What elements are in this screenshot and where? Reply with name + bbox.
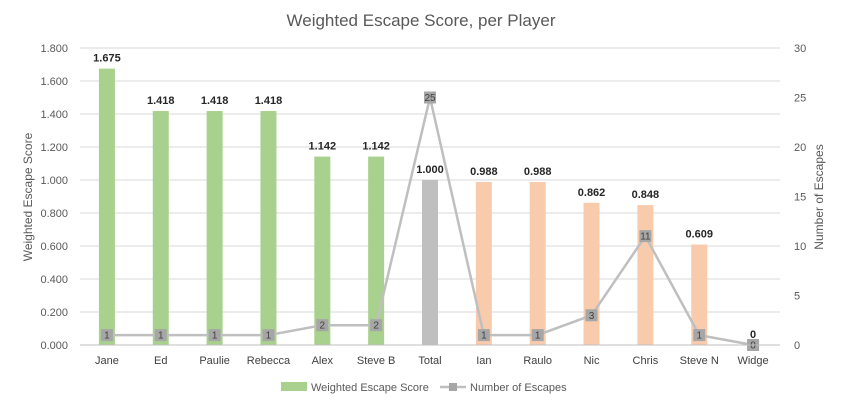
- line-value-label: 1: [212, 331, 218, 342]
- line-value-label: 2: [320, 321, 326, 332]
- bar-value-label: 1.000: [416, 164, 444, 176]
- line-marker: [585, 309, 598, 322]
- bar: [260, 111, 277, 345]
- bar: [368, 156, 385, 345]
- y-tick-label: 1.800: [40, 43, 68, 55]
- bar-value-label: 0.988: [470, 166, 498, 178]
- line-value-label: 1: [696, 331, 702, 342]
- x-tick-label: Chris: [633, 355, 659, 367]
- y-axis-title: Weighted Escape Score: [21, 132, 35, 261]
- y2-tick-label: 30: [794, 43, 806, 55]
- line-value-label: 0: [750, 341, 756, 352]
- bar-value-label: 0.862: [578, 187, 606, 199]
- legend: Weighted Escape Score Number of Escapes: [281, 382, 567, 394]
- bar: [422, 180, 438, 345]
- line-marker: [316, 319, 329, 332]
- line-marker: [477, 329, 490, 342]
- legend-label-score: Weighted Escape Score: [311, 382, 429, 394]
- y2-tick-label: 5: [794, 291, 800, 303]
- data-labels: 1.675 1.418 1.418 1.418 1.142 1.142 1.000 0.988…: [93, 53, 756, 341]
- bar-value-label: 1.675: [93, 53, 121, 65]
- x-tick-label: Ed: [154, 355, 167, 367]
- line-marker: [424, 91, 436, 104]
- line-value-label: 1: [158, 331, 164, 342]
- bar-series: [98, 68, 708, 345]
- line-value-label: 1: [535, 331, 541, 342]
- y-tick-label: 1.000: [40, 175, 68, 187]
- legend-swatch-score: [281, 382, 307, 391]
- line-marker: [693, 329, 706, 342]
- bar-value-label: 1.418: [147, 95, 175, 107]
- line-marker: [639, 230, 652, 243]
- y-tick-label: 1.400: [40, 109, 68, 121]
- x-tick-label: Widge: [737, 355, 768, 367]
- bar: [475, 181, 492, 345]
- bar-value-label: 1.142: [362, 141, 390, 153]
- x-tick-label: Ian: [476, 355, 491, 367]
- line-marker: [531, 329, 544, 342]
- x-tick-label: Paulie: [199, 355, 230, 367]
- x-tick-label: Nic: [584, 355, 600, 367]
- x-tick-label: Alex: [312, 355, 334, 367]
- y2-axis-title: Number of Escapes: [812, 144, 826, 249]
- y2-tick-label: 10: [794, 241, 806, 253]
- line-marker: [370, 319, 383, 332]
- x-tick-label: Total: [418, 355, 441, 367]
- x-tick-label: Steve N: [680, 355, 719, 367]
- line-value-label: 3: [589, 311, 595, 322]
- y-tick-label: 0.800: [40, 208, 68, 220]
- bar: [529, 181, 546, 345]
- bar: [152, 111, 169, 345]
- bar: [691, 244, 708, 345]
- y2-tick-label: 25: [794, 93, 806, 105]
- bar: [98, 68, 115, 345]
- line-value-label: 1: [104, 331, 110, 342]
- bar-value-label: 0.848: [632, 189, 660, 201]
- y-axis-left: 0.000 0.200 0.400 0.600 0.800 1.000 1.200 1.400…: [40, 43, 68, 352]
- bar-value-label: 0: [750, 329, 756, 341]
- line-marker: [208, 329, 221, 342]
- y-tick-label: 0.200: [40, 307, 68, 319]
- legend-swatch-marker: [449, 383, 457, 391]
- line-value-label: 2: [373, 321, 379, 332]
- bar: [583, 202, 600, 345]
- x-tick-label: Steve B: [357, 355, 396, 367]
- y-axis-right: 0 5 10 15 20 25 30: [794, 43, 806, 352]
- x-tick-label: Jane: [95, 355, 119, 367]
- y2-tick-label: 0: [794, 340, 800, 352]
- line-value-label: 11: [640, 232, 651, 243]
- bar: [314, 156, 331, 345]
- line-value-label: 1: [481, 331, 487, 342]
- chart-title: Weighted Escape Score, per Player: [287, 11, 556, 30]
- bar: [637, 205, 654, 345]
- line-value-label: 25: [424, 93, 436, 104]
- bar: [206, 111, 223, 345]
- x-tick-label: Rebecca: [247, 355, 291, 367]
- x-tick-label: Raulo: [523, 355, 552, 367]
- y2-tick-label: 15: [794, 192, 806, 204]
- bar-value-label: 1.418: [255, 95, 283, 107]
- y-tick-label: 1.600: [40, 76, 68, 88]
- bar-value-label: 1.142: [309, 141, 337, 153]
- line-marker: [100, 329, 113, 342]
- bar-value-label: 0.988: [524, 166, 552, 178]
- line-marker: [262, 329, 275, 342]
- y-tick-label: 1.200: [40, 142, 68, 154]
- y2-tick-label: 20: [794, 142, 806, 154]
- y-tick-label: 0.600: [40, 241, 68, 253]
- bar-value-label: 0.609: [685, 229, 713, 241]
- legend-label-escapes: Number of Escapes: [470, 382, 567, 394]
- y-tick-label: 0.400: [40, 274, 68, 286]
- y-tick-label: 0.000: [40, 340, 68, 352]
- line-value-label: 1: [266, 331, 272, 342]
- bar-value-label: 1.418: [201, 95, 229, 107]
- x-axis: Jane Ed Paulie Rebecca Alex Steve B Total Ian Ra…: [80, 344, 780, 367]
- line-marker: [154, 329, 167, 342]
